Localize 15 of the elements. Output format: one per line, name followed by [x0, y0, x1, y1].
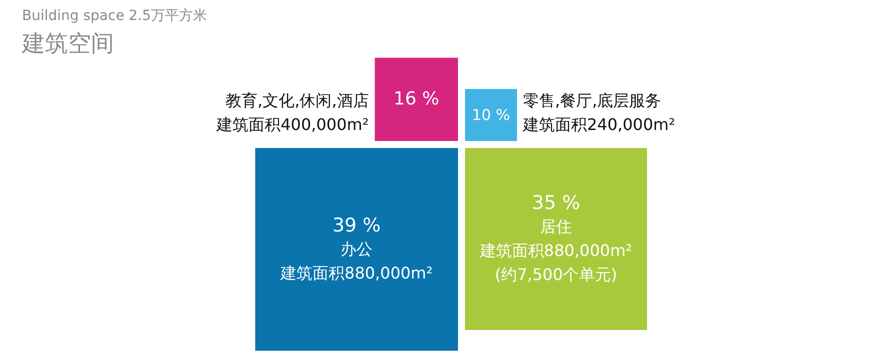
text: 建筑面积880,000m² — [280, 263, 433, 282]
text: 建筑面积400,000m² — [216, 115, 369, 134]
data-label: 10 % — [472, 106, 510, 124]
data-label: 35 % — [532, 192, 580, 214]
text: 建筑面积880,000m² — [480, 241, 632, 260]
data-label: 39 % — [332, 214, 381, 236]
category-label: 零售,餐厅,底层服务 — [523, 91, 662, 110]
category-label: 教育,文化,休闲,酒店 — [226, 91, 369, 110]
text: 建筑空间 — [21, 31, 114, 57]
category-label: 居住 — [540, 217, 572, 236]
text: Building space 2.5万平方米 — [22, 8, 208, 24]
category-label: 办公 — [340, 239, 373, 258]
data-label: 16 % — [394, 88, 440, 110]
text: (约7,500个单元) — [494, 265, 618, 284]
text: 建筑面积240,000m² — [523, 115, 676, 134]
